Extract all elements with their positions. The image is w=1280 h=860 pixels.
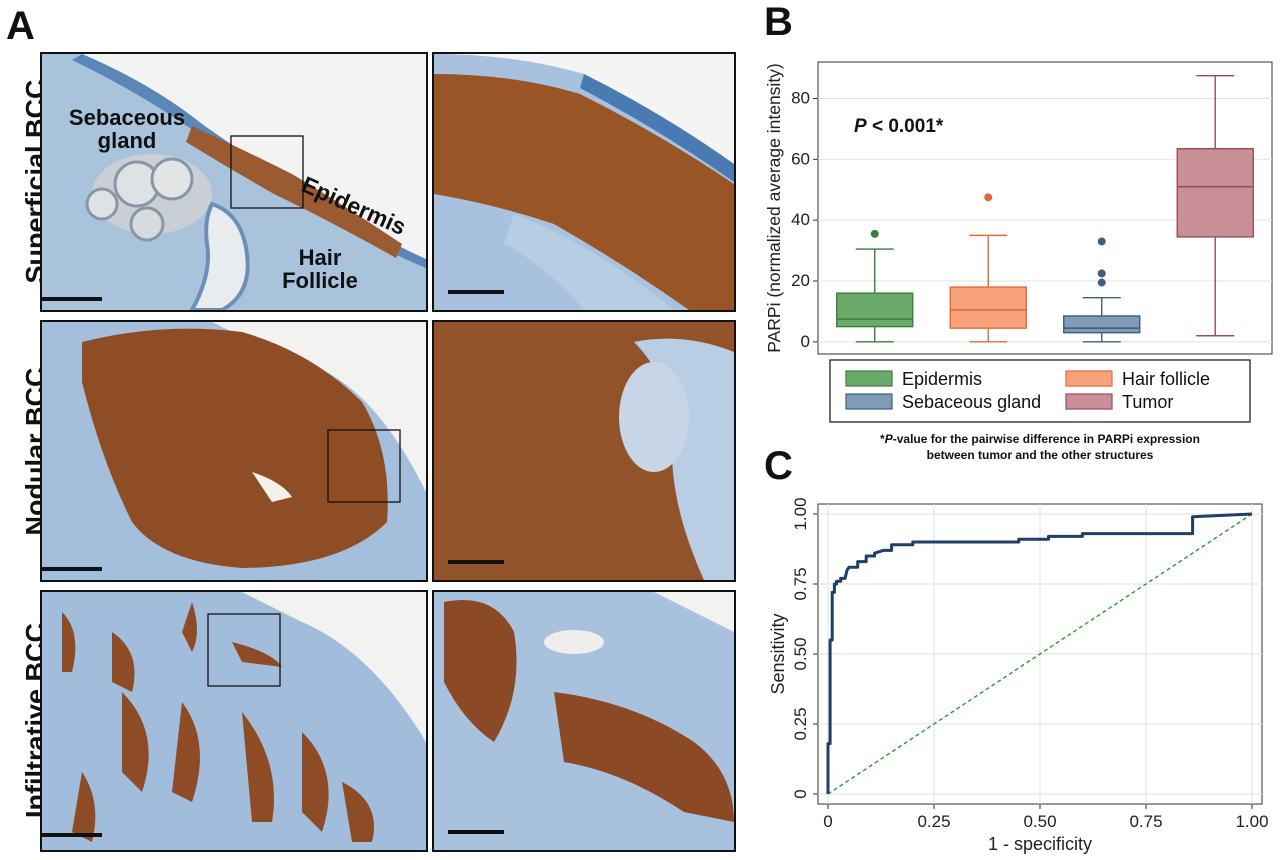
- legend-swatch: [1065, 393, 1113, 410]
- legend-label: Hair follicle: [1122, 369, 1210, 389]
- box-iqr: [1176, 147, 1254, 238]
- box-epidermis: [836, 229, 914, 343]
- outlier-point: [870, 229, 879, 238]
- label-sebaceous-line2: gland: [97, 128, 157, 154]
- tick-label-y: 0.50: [791, 637, 810, 670]
- tick-label-y: 0: [791, 789, 810, 798]
- legend-swatch: [1065, 370, 1113, 387]
- tick-label-y: 40: [791, 210, 810, 229]
- tick-label-y: 0.75: [791, 567, 810, 600]
- tick-label-y: 0: [801, 332, 810, 351]
- box-hair-follicle: [949, 193, 1027, 343]
- tick-label-x: 0.75: [1129, 812, 1162, 831]
- outlier-point: [1097, 269, 1106, 278]
- tick-label-y: 60: [791, 149, 810, 168]
- box-iqr: [1063, 315, 1141, 334]
- label-hair-line2: Follicle: [282, 268, 358, 294]
- micrograph-infiltrative-overview: [40, 590, 428, 852]
- reference-line: [827, 513, 1253, 795]
- tick-label-x: 1.00: [1235, 812, 1268, 831]
- micrograph-infiltrative-detail: [432, 590, 736, 852]
- micrograph-superficial-detail: [432, 52, 736, 312]
- label-hair-line1: Hair: [298, 245, 342, 270]
- box-iqr: [836, 292, 914, 328]
- micrograph-superficial-overview: Sebaceous gland Epidermis Hair Follicle: [40, 52, 428, 312]
- box-tumor: [1176, 74, 1254, 337]
- outlier-point: [984, 193, 993, 202]
- tick-label-y: 20: [791, 271, 810, 290]
- legend-frame: [829, 359, 1251, 423]
- axis-label-y: PARPi (normalized average intensity): [764, 63, 784, 353]
- box-plot: 0 20 40 60 80 PARPi (normalized average inten…: [764, 61, 1273, 462]
- tick-label-y: 0.25: [791, 707, 810, 740]
- box-iqr: [949, 286, 1027, 329]
- micrograph-nodular-detail: [432, 320, 736, 582]
- roc-plot: 0 0 0.25 0.25 0.50 0.50 0.75 0.75 1.00 1.00 1 - sp…: [768, 497, 1269, 854]
- footnote-line1: *P-value for the pairwise difference in …: [880, 432, 1200, 446]
- legend-label: Sebaceous gland: [902, 392, 1041, 412]
- tick-label-y: 80: [791, 89, 810, 108]
- axis-label-y: Sensitivity: [768, 613, 788, 694]
- outlier-point: [1097, 278, 1106, 287]
- box-sebaceous-gland: [1063, 237, 1141, 343]
- tick-label-y: 1.00: [791, 497, 810, 530]
- legend-swatch: [845, 393, 893, 410]
- legend-label: Epidermis: [902, 369, 982, 389]
- panel-label-b: B: [764, 0, 793, 44]
- panel-label-a: A: [6, 4, 35, 48]
- legend-label: Tumor: [1122, 392, 1173, 412]
- panel-label-c: C: [764, 444, 793, 488]
- legend-swatch: [845, 370, 893, 387]
- legend: Epidermis Hair follicle Sebaceous gland Tum…: [829, 359, 1251, 423]
- tick-label-x: 0.25: [917, 812, 950, 831]
- micrograph-nodular-overview: [40, 320, 428, 582]
- p-value-annotation: P < 0.001*: [854, 116, 944, 137]
- outlier-point: [1097, 237, 1106, 246]
- footnote-line2: between tumor and the other structures: [927, 448, 1154, 462]
- axis-label-x: 1 - specificity: [988, 834, 1092, 854]
- tick-label-x: 0.50: [1023, 812, 1056, 831]
- tick-label-x: 0: [823, 812, 832, 831]
- roc-curve: [826, 512, 1253, 794]
- label-sebaceous-line1: Sebaceous: [68, 105, 186, 130]
